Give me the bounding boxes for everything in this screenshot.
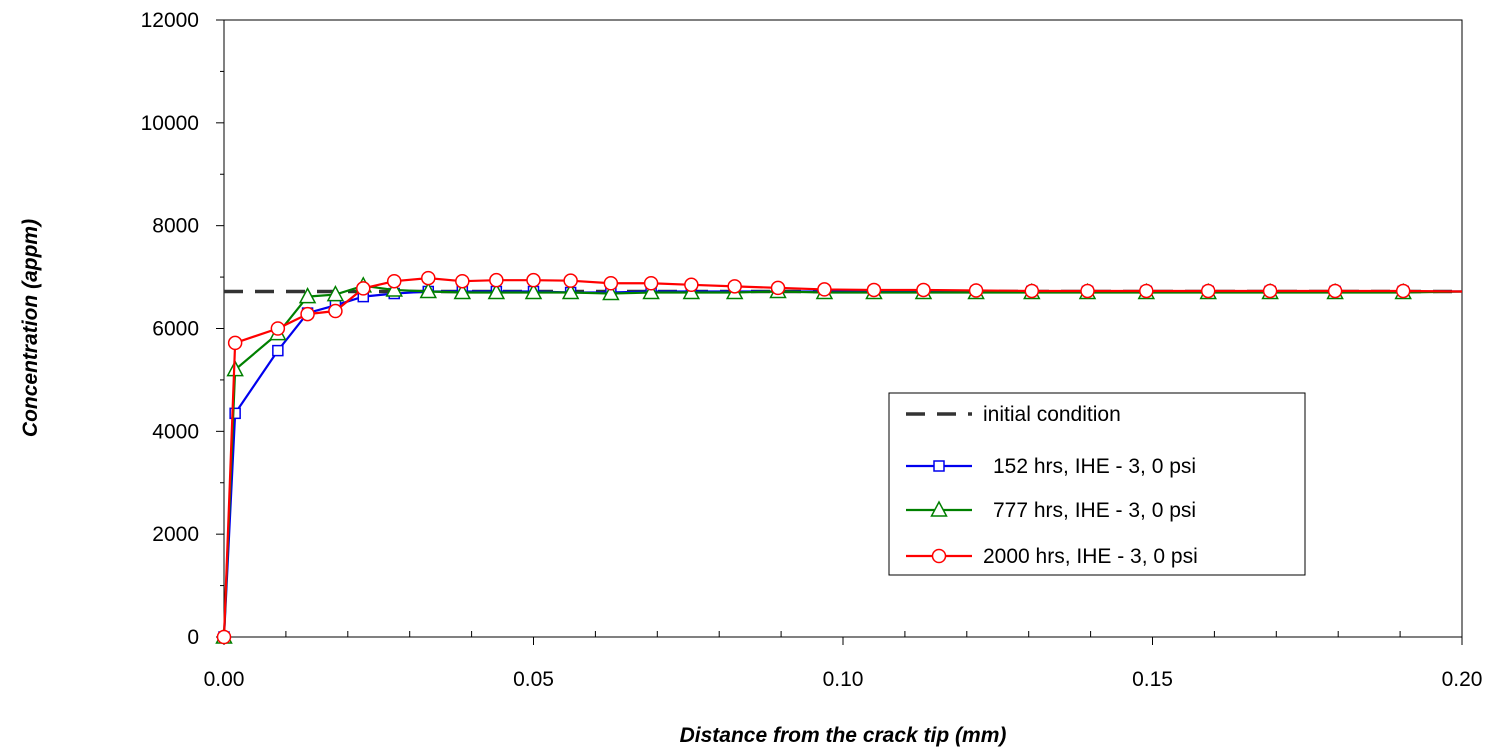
data-point bbox=[229, 407, 241, 420]
data-point bbox=[563, 273, 578, 288]
data-point bbox=[1139, 283, 1154, 299]
data-point bbox=[421, 270, 436, 286]
data-point bbox=[356, 281, 371, 296]
axes: 0 2000 4000 6000 8000 10000 12000 0.00 0.05 0.10 0… bbox=[141, 9, 1483, 691]
legend: initial condition 152 hrs, IHE - 3, 0 psi… bbox=[888, 392, 1306, 576]
series-4 bbox=[216, 270, 1463, 645]
data-point bbox=[386, 273, 402, 289]
x-tick-label: 0.20 bbox=[1442, 668, 1483, 691]
legend-label-2: 152 hrs, IHE - 3, 0 psi bbox=[993, 455, 1196, 478]
data-point bbox=[328, 303, 343, 319]
y-axis-title: Concentration (appm) bbox=[19, 219, 42, 437]
data-point bbox=[643, 276, 659, 291]
data-point bbox=[770, 280, 786, 296]
legend-box bbox=[888, 392, 1306, 576]
data-point bbox=[1327, 283, 1343, 299]
data-point bbox=[602, 283, 620, 301]
data-point bbox=[916, 282, 931, 298]
y-tick-label: 0 bbox=[187, 626, 199, 649]
legend-label-3: 777 hrs, IHE - 3, 0 psi bbox=[993, 499, 1196, 522]
data-point bbox=[1200, 283, 1216, 299]
data-point bbox=[642, 282, 660, 300]
x-tick-label: 0.10 bbox=[823, 668, 864, 691]
data-point bbox=[326, 284, 345, 302]
x-tick-label: 0.15 bbox=[1132, 668, 1173, 691]
y-tick-label: 2000 bbox=[152, 523, 199, 546]
data-point bbox=[727, 279, 742, 294]
y-tick-label: 4000 bbox=[152, 420, 199, 443]
data-point bbox=[1262, 283, 1278, 299]
data-point bbox=[270, 321, 286, 336]
data-point bbox=[817, 282, 832, 297]
data-point bbox=[866, 282, 882, 298]
data-point bbox=[385, 280, 403, 297]
data-point bbox=[603, 276, 619, 291]
data-point bbox=[272, 344, 284, 357]
data-point bbox=[968, 283, 984, 298]
legend-label-1: initial condition bbox=[983, 403, 1121, 426]
x-tick-label: 0.00 bbox=[204, 668, 245, 691]
data-point bbox=[1395, 283, 1411, 299]
data-point bbox=[489, 272, 504, 288]
data-point bbox=[684, 277, 699, 293]
data-point bbox=[419, 281, 438, 299]
data-point bbox=[227, 335, 243, 351]
data-point bbox=[1024, 283, 1040, 299]
series-layer bbox=[215, 270, 1463, 645]
y-tick-label: 6000 bbox=[152, 318, 199, 341]
data-point bbox=[300, 306, 315, 322]
data-point bbox=[1080, 283, 1095, 299]
y-tick-label: 12000 bbox=[141, 9, 199, 32]
x-axis-title: Distance from the crack tip (mm) bbox=[680, 724, 1007, 747]
data-point bbox=[487, 282, 506, 300]
legend-marker-3 bbox=[930, 500, 948, 517]
y-tick-label: 10000 bbox=[141, 112, 199, 135]
data-point bbox=[526, 272, 541, 288]
legend-marker-2 bbox=[933, 460, 945, 472]
legend-label-4: 2000 hrs, IHE - 3, 0 psi bbox=[983, 545, 1198, 568]
data-point bbox=[524, 282, 543, 300]
x-tick-label: 0.05 bbox=[513, 668, 554, 691]
data-point bbox=[453, 282, 472, 300]
data-point bbox=[561, 282, 580, 300]
data-point bbox=[298, 287, 317, 304]
data-point bbox=[216, 629, 232, 645]
y-tick-label: 8000 bbox=[152, 215, 199, 238]
legend-marker-4 bbox=[931, 548, 947, 564]
data-point bbox=[455, 273, 470, 289]
